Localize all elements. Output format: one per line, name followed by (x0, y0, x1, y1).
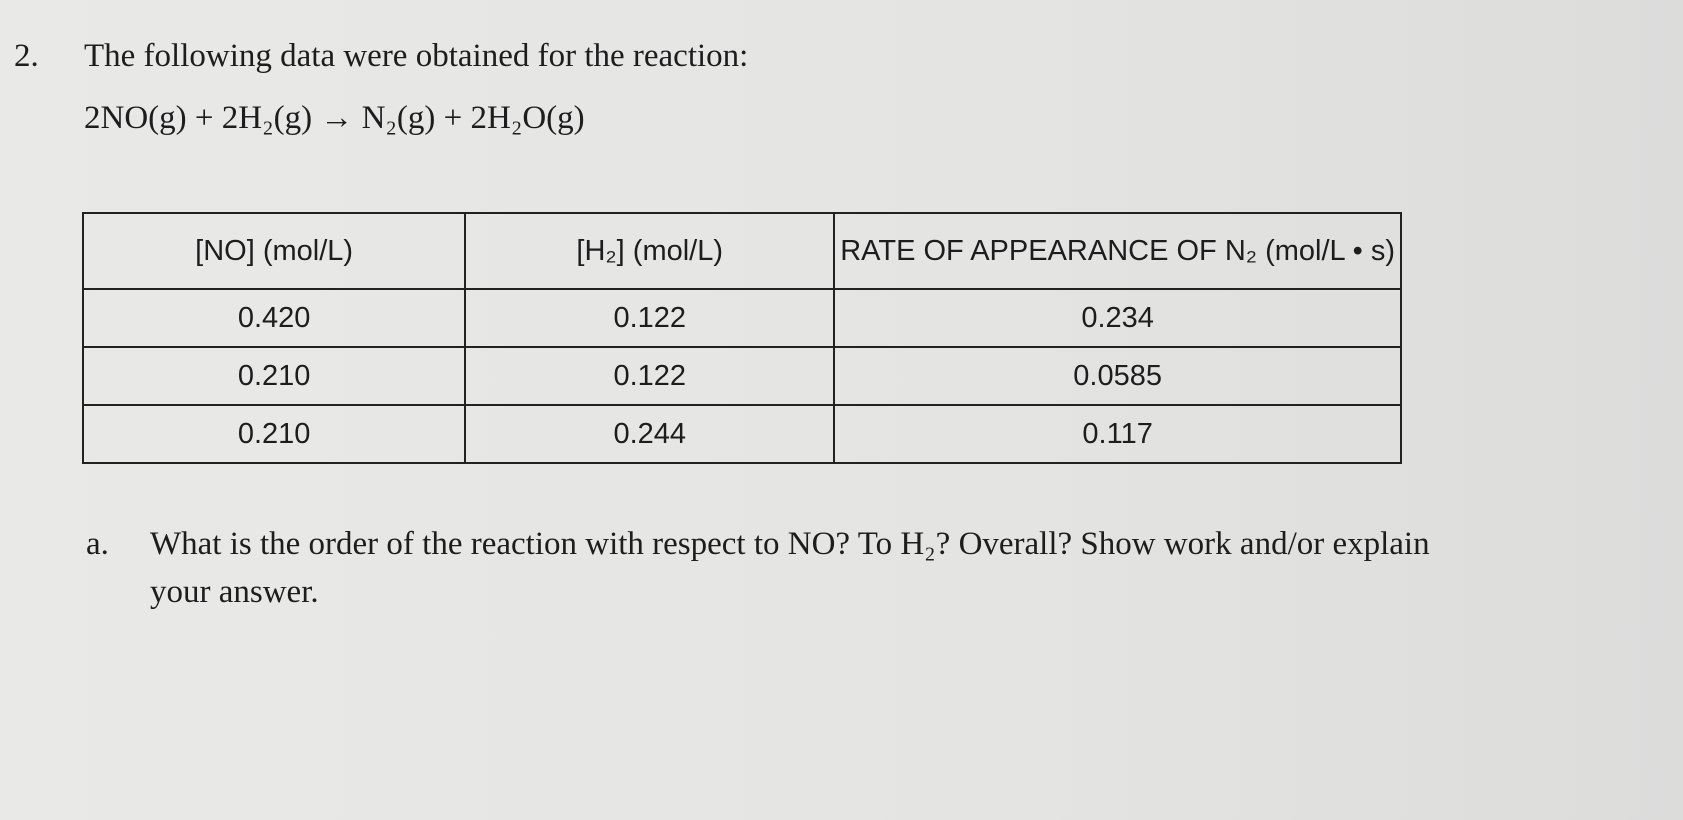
header-cell: [NO] (mol/L) (81, 212, 467, 290)
header-row: [NO] (mol/L) [H₂] (mol/L) RATE OF APPEAR… (81, 212, 1402, 290)
cell: 0.234 (833, 288, 1402, 348)
row: 0.420 0.122 0.234 (81, 288, 1402, 348)
cell: 0.122 (464, 288, 836, 348)
cell: 0.420 (81, 288, 467, 348)
cell: 0.122 (464, 346, 836, 406)
data-table: [NO] (mol/L) [H₂] (mol/L) RATE OF APPEAR… (81, 212, 1402, 464)
question-text: The following data were obtained for the… (84, 38, 749, 74)
cell: 0.244 (464, 404, 836, 464)
cell: 0.210 (81, 346, 467, 406)
part-label: a. (86, 526, 109, 562)
cell: 0.210 (81, 404, 467, 464)
header-cell: RATE OF APPEARANCE OF N₂ (mol/L • s) (833, 212, 1402, 290)
equation: 2NO(g) + 2H₂(g) → N₂(g) + 2H₂O(g) (84, 100, 585, 136)
question-number: 2. (14, 38, 39, 74)
row: 0.210 0.244 0.117 (81, 404, 1402, 464)
header-cell: [H₂] (mol/L) (464, 212, 836, 290)
part-text: What is the order of the reaction with r… (150, 526, 1430, 610)
cell: 0.0585 (833, 346, 1402, 406)
cell: 0.117 (833, 404, 1402, 464)
row: 0.210 0.122 0.0585 (81, 346, 1402, 406)
